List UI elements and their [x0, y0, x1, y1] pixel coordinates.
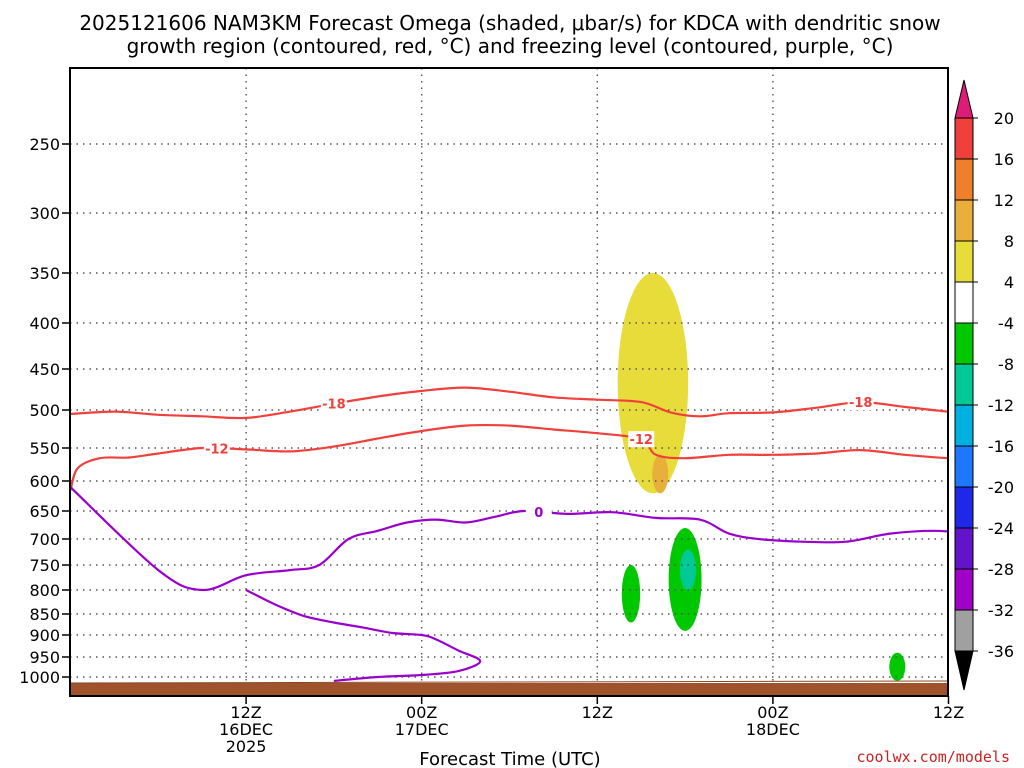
colorbar: 20 16 12 8 4 -4 -8 -12 -16 -20 -24 -28 -32 -36: [954, 79, 1014, 691]
colorbar-label: 8: [1004, 232, 1014, 251]
contour-label-bg: [203, 440, 230, 457]
omega-ascent-12-16-core: [652, 454, 669, 494]
colorbar-box: [954, 527, 974, 570]
x-tick-label: 2025: [226, 737, 267, 756]
omega-ascent-8-12-core: [617, 273, 689, 494]
colorbar-label: -4: [998, 314, 1014, 333]
y-tick-label: 650: [29, 502, 60, 521]
colorbar-label: -24: [988, 519, 1014, 538]
contour-label: -12: [629, 433, 653, 448]
x-tick-label: 12Z: [933, 703, 964, 722]
x-tick-label: 12Z: [230, 703, 261, 722]
contour-labels: -18 -18 -12 -12 0: [203, 394, 874, 521]
y-tick-label: 950: [29, 648, 60, 667]
colorbar-box: [954, 240, 974, 283]
colorbar-top-arrow: [954, 79, 974, 119]
colorbar-label: -36: [988, 642, 1014, 661]
omega-descent-4-8-surface: [889, 652, 906, 681]
contour-label: -18: [849, 396, 873, 411]
y-tick-label: 800: [29, 581, 60, 600]
colorbar-box: [954, 568, 974, 611]
contour-label-bg: [847, 394, 874, 411]
colorbar-box: [954, 117, 974, 160]
colorbar-label: 16: [994, 150, 1014, 169]
colorbar-box: [954, 281, 974, 324]
colorbar-box: [954, 322, 974, 365]
contour-label-bg: [628, 431, 655, 448]
y-tick-label: 400: [29, 314, 60, 333]
y-tick-label: 500: [29, 401, 60, 420]
contour-label-bg: [320, 395, 347, 412]
contour-label: 0: [534, 506, 543, 521]
colorbar-label: 20: [994, 109, 1014, 128]
omega-descent-4-8-lower-a: [621, 565, 641, 623]
y-tick-label: 700: [29, 530, 60, 549]
plot-frame: [69, 67, 949, 697]
y-tick-label: 350: [29, 264, 60, 283]
colorbar-label: -16: [988, 437, 1014, 456]
contour-dgz-0: [70, 386, 948, 420]
colorbar-box: [954, 158, 974, 201]
colorbar-label: -20: [988, 478, 1014, 497]
ground-surface-edge: [70, 680, 948, 684]
x-tick-label: 12Z: [582, 703, 613, 722]
x-axis-label: Forecast Time (UTC): [419, 749, 600, 768]
y-axis-ticks: 250 300 350 400 450 500 550 600 650 700 750 800 850 9…: [19, 135, 70, 687]
contour-label: -18: [322, 398, 346, 413]
chart-title-line-1: 2025121606 NAM3KM Forecast Omega (shaded…: [79, 11, 940, 35]
ground-surface: [70, 683, 948, 696]
x-tick-label: 16DEC: [219, 720, 273, 739]
colorbar-label: -12: [988, 396, 1014, 415]
credit-text: coolwx.com/models: [856, 748, 1010, 766]
colorbar-box: [954, 199, 974, 242]
colorbar-bottom-arrow: [954, 650, 974, 691]
colorbar-box: [954, 486, 974, 529]
y-tick-label: 850: [29, 605, 60, 624]
y-tick-label: 250: [29, 135, 60, 154]
colorbar-label: 4: [1004, 273, 1014, 292]
colorbar-label: -32: [988, 601, 1014, 620]
contour-label-bg: [525, 503, 552, 520]
x-tick-label: 17DEC: [395, 720, 449, 739]
omega-descent-8-12-lower: [680, 549, 697, 590]
x-tick-label: 00Z: [406, 703, 437, 722]
y-tick-label: 300: [29, 204, 60, 223]
x-tick-label: 00Z: [757, 703, 788, 722]
colorbar-box: [954, 445, 974, 488]
colorbar-box: [954, 404, 974, 447]
contour-lines: [70, 386, 948, 682]
contour-freezing-level-3: [245, 589, 482, 682]
y-tick-label: 450: [29, 360, 60, 379]
colorbar-box: [954, 609, 974, 652]
y-tick-label: 750: [29, 556, 60, 575]
colorbar-label: -8: [998, 355, 1014, 374]
colorbar-label: 12: [994, 191, 1014, 210]
y-tick-label: 900: [29, 626, 60, 645]
y-tick-label: 550: [29, 439, 60, 458]
grid-lines: [70, 68, 948, 696]
y-tick-label: 600: [29, 472, 60, 491]
x-tick-label: 18DEC: [746, 720, 800, 739]
contour-dgz-1: [70, 423, 948, 491]
y-tick-label: 1000: [19, 668, 60, 687]
omega-shaded-regions: [595, 173, 906, 681]
contour-label: -12: [205, 442, 229, 457]
chart-title-line-2: growth region (contoured, red, °C) and f…: [127, 34, 894, 58]
colorbar-box: [954, 363, 974, 406]
colorbar-label: -28: [988, 560, 1014, 579]
plot-area: [70, 68, 948, 696]
